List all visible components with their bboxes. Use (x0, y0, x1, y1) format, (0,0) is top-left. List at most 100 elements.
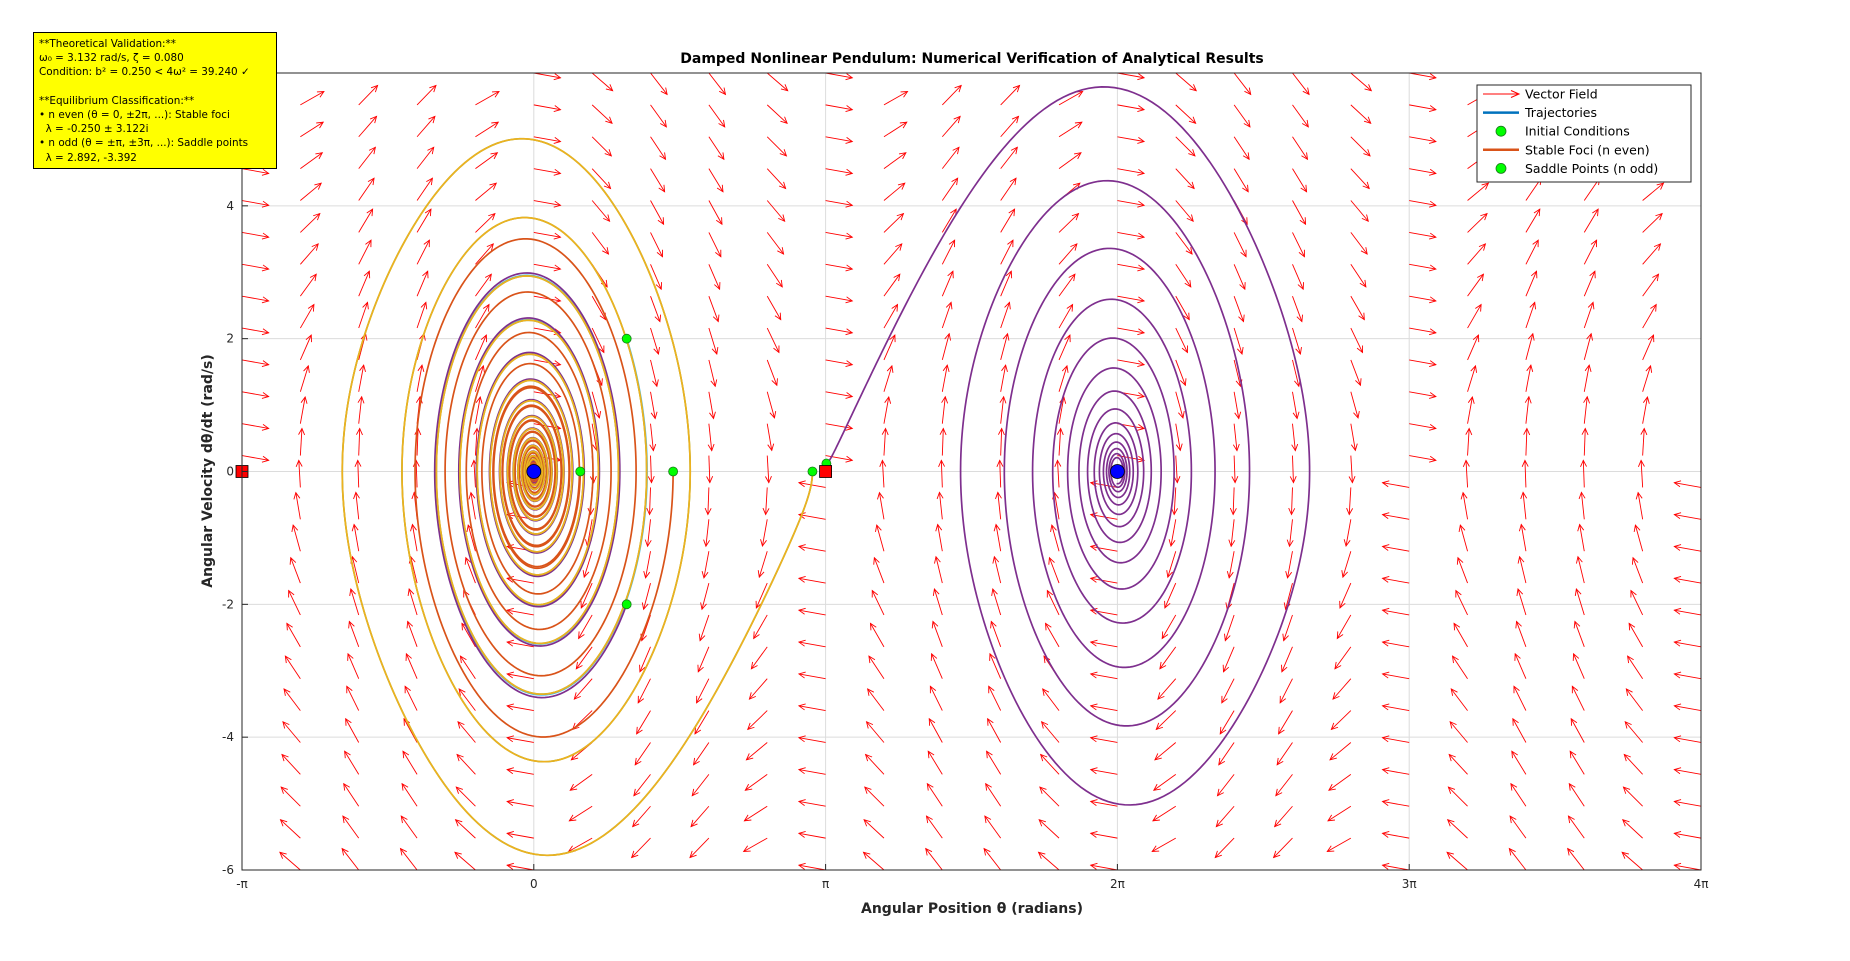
arrow-shaft (1215, 805, 1235, 827)
arrow-shaft (649, 487, 651, 515)
arrow-head (985, 782, 992, 791)
vector-field-arrow (1700, 73, 1701, 74)
vector-field-arrow (743, 805, 768, 822)
vector-field-arrow (1381, 607, 1410, 616)
vector-field-arrow (1525, 208, 1541, 233)
arrow-head (700, 602, 707, 611)
vector-field-arrow (797, 767, 826, 775)
arrow-head (769, 410, 777, 419)
arrow-shaft (591, 232, 609, 255)
arrow-shaft (1038, 819, 1060, 839)
arrow-shaft (1700, 264, 1701, 265)
arrow-shaft (1058, 304, 1073, 329)
arrow-shaft (1281, 646, 1293, 672)
arrow-shaft (1000, 396, 1005, 424)
arrow-head (351, 523, 359, 532)
vector-field-arrow (404, 685, 418, 711)
arrow-head (845, 137, 854, 144)
vector-field-arrow (1409, 231, 1437, 240)
arrow-shaft (1467, 273, 1484, 297)
arrow-shaft (708, 168, 724, 193)
vector-field-arrow (934, 555, 943, 584)
arrow-shaft (300, 213, 321, 233)
arrow-shaft (1350, 264, 1367, 288)
vector-field-arrow (1525, 364, 1534, 392)
vector-field-arrow (293, 491, 301, 520)
arrow-shaft (1345, 519, 1352, 547)
arrow-shaft (299, 304, 315, 329)
arrow-head (1183, 312, 1190, 321)
arrow-head (1446, 851, 1454, 859)
arrow-head (1222, 664, 1230, 673)
arrow-head (318, 61, 325, 67)
vector-field-arrow (1175, 359, 1187, 387)
vector-field-arrow (941, 146, 960, 169)
arrow-shaft (1090, 864, 1118, 870)
vector-field-arrow (630, 837, 651, 859)
vector-field-arrow (1039, 753, 1060, 775)
arrow-head (1481, 182, 1490, 190)
arrow-head (655, 282, 663, 291)
arrow-head (1589, 270, 1596, 279)
vector-field-arrow (704, 487, 712, 516)
vector-field-arrow (1571, 685, 1585, 711)
vector-field-arrow (533, 231, 562, 240)
vector-field-arrow (1700, 264, 1701, 265)
arrow-shaft (347, 653, 360, 679)
arrow-head (886, 364, 894, 373)
vector-field-arrow (935, 523, 943, 552)
vector-field-arrow (242, 518, 243, 520)
arrow-head (1647, 334, 1655, 343)
arrow-head (797, 544, 806, 551)
arrow-head (1185, 247, 1193, 255)
arrow-head (750, 661, 758, 670)
arrow-shaft (1058, 243, 1078, 265)
arrow-head (261, 423, 270, 431)
legend-item: Trajectories (1483, 105, 1597, 120)
arrow-shaft (708, 104, 726, 128)
arrow-head (1187, 181, 1195, 190)
vector-field-arrow (1673, 862, 1701, 870)
vector-field-arrow (1214, 837, 1235, 859)
arrow-shaft (650, 200, 664, 225)
arrow-head (428, 115, 436, 124)
vector-field-arrow (1058, 273, 1076, 297)
vector-field-arrow (1573, 620, 1585, 647)
arrow-head (707, 443, 715, 452)
vector-field-arrow (825, 136, 854, 144)
arrow-head (414, 427, 422, 436)
vector-field-arrow (871, 589, 885, 616)
vector-field-arrow (351, 523, 360, 552)
arrow-head (896, 212, 905, 221)
vector-field-arrow (825, 168, 854, 176)
arrow-head (1137, 264, 1146, 272)
vector-field-arrow (1336, 614, 1352, 640)
legend-label: Stable Foci (n even) (1525, 142, 1650, 157)
vector-field-arrow (1117, 168, 1146, 176)
vector-field-arrow (1700, 359, 1701, 361)
vector-field-arrow (649, 423, 657, 452)
arrow-head (900, 90, 909, 98)
vector-field-arrow (358, 73, 360, 74)
arrow-shaft (507, 705, 534, 712)
arrow-shaft (1058, 396, 1065, 424)
vector-field-arrow (646, 487, 654, 516)
arrow-shaft (403, 718, 418, 743)
legend-box (1476, 84, 1692, 183)
arrow-shaft (1175, 264, 1192, 288)
arrow-shaft (825, 263, 853, 270)
vector-field-arrow (412, 459, 420, 488)
y-tick-label: 4 (226, 199, 234, 213)
vector-field-arrow (1515, 620, 1527, 647)
arrow-shaft (405, 653, 418, 679)
arrow-head (1089, 575, 1098, 583)
arrow-shaft (1579, 524, 1585, 552)
vector-field-arrow (1272, 837, 1293, 859)
arrow-head (1137, 328, 1146, 336)
vector-field-arrow (410, 523, 418, 552)
arrow-head (1066, 303, 1074, 312)
vector-field-arrow (242, 486, 243, 488)
arrow-head (1289, 476, 1297, 484)
arrow-shaft (1642, 243, 1661, 265)
